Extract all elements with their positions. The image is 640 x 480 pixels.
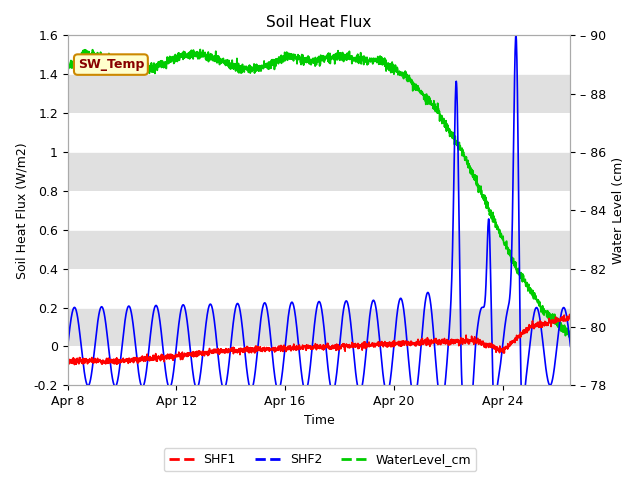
Y-axis label: Soil Heat Flux (W/m2): Soil Heat Flux (W/m2) bbox=[15, 142, 28, 279]
Bar bbox=[68, 152, 570, 191]
Y-axis label: Water Level (cm): Water Level (cm) bbox=[612, 157, 625, 264]
Bar bbox=[68, 74, 570, 113]
Bar bbox=[68, 230, 570, 269]
Text: SW_Temp: SW_Temp bbox=[77, 58, 144, 71]
Bar bbox=[68, 308, 570, 347]
Title: Soil Heat Flux: Soil Heat Flux bbox=[266, 15, 372, 30]
X-axis label: Time: Time bbox=[304, 414, 335, 427]
Legend: SHF1, SHF2, WaterLevel_cm: SHF1, SHF2, WaterLevel_cm bbox=[164, 448, 476, 471]
